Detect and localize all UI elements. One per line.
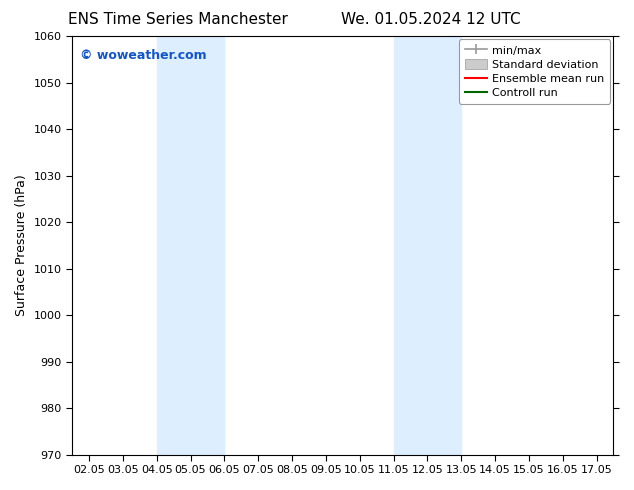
Bar bbox=[394, 36, 461, 455]
Legend: min/max, Standard deviation, Ensemble mean run, Controll run: min/max, Standard deviation, Ensemble me… bbox=[459, 40, 610, 104]
Text: We. 01.05.2024 12 UTC: We. 01.05.2024 12 UTC bbox=[341, 12, 521, 27]
Text: ENS Time Series Manchester: ENS Time Series Manchester bbox=[68, 12, 287, 27]
Y-axis label: Surface Pressure (hPa): Surface Pressure (hPa) bbox=[15, 174, 28, 316]
Bar bbox=[157, 36, 224, 455]
Text: © woweather.com: © woweather.com bbox=[81, 49, 207, 62]
